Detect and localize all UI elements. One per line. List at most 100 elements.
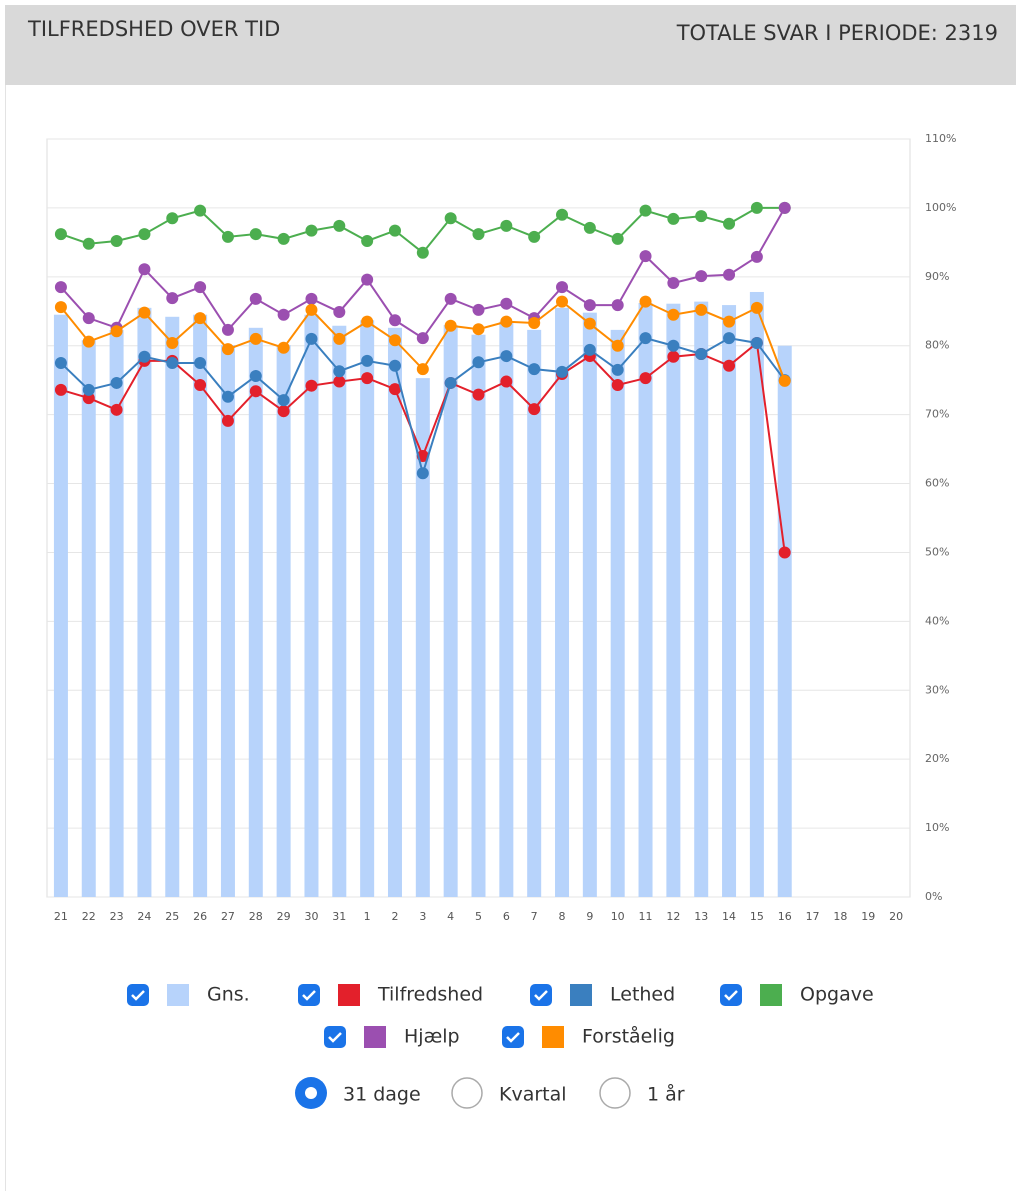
- point: [723, 332, 736, 345]
- point: [221, 343, 234, 356]
- legend-label: Tilfredshed: [377, 984, 483, 1006]
- point: [361, 315, 374, 328]
- point: [82, 237, 95, 250]
- radio-dot: [305, 1087, 317, 1099]
- point: [639, 295, 652, 308]
- point: [723, 217, 736, 230]
- bar: [193, 314, 208, 898]
- legend-item[interactable]: Forståelig: [502, 1025, 675, 1049]
- radio[interactable]: [451, 1077, 483, 1109]
- point: [138, 306, 151, 319]
- checkbox[interactable]: [530, 984, 552, 1006]
- point: [695, 303, 708, 316]
- point: [611, 379, 624, 392]
- point: [54, 301, 67, 314]
- point: [778, 201, 791, 214]
- bar: [694, 301, 709, 897]
- y-tick-label: 70%: [925, 408, 949, 421]
- point: [54, 356, 67, 369]
- bar: [165, 316, 180, 897]
- x-tick-label: 26: [193, 910, 207, 923]
- point: [249, 385, 262, 398]
- y-tick-label: 110%: [925, 132, 956, 145]
- x-tick-label: 21: [54, 910, 68, 923]
- legend-item[interactable]: Lethed: [530, 984, 675, 1007]
- bar: [415, 378, 430, 898]
- x-tick-label: 2: [391, 910, 398, 923]
- period-option[interactable]: 31 dage: [295, 1077, 421, 1109]
- point: [305, 303, 318, 316]
- point: [500, 350, 513, 363]
- period-option[interactable]: 1 år: [599, 1077, 685, 1109]
- radio-label: 1 år: [647, 1083, 685, 1106]
- bar: [53, 314, 68, 898]
- y-tick-label: 40%: [925, 614, 949, 627]
- point: [611, 299, 624, 312]
- radio[interactable]: [599, 1077, 631, 1109]
- point: [138, 350, 151, 363]
- point: [583, 299, 596, 312]
- point: [667, 308, 680, 321]
- point: [54, 281, 67, 294]
- point: [333, 219, 346, 232]
- bar: [499, 321, 514, 897]
- point: [639, 332, 652, 345]
- point: [333, 375, 346, 388]
- point: [416, 363, 429, 376]
- point: [556, 365, 569, 378]
- point: [333, 365, 346, 378]
- point: [556, 281, 569, 294]
- point: [305, 224, 318, 237]
- y-tick-label: 0%: [925, 890, 942, 903]
- legend-item[interactable]: Opgave: [720, 984, 874, 1007]
- point: [54, 383, 67, 396]
- checkmark: [534, 990, 548, 1001]
- point: [110, 234, 123, 247]
- checkbox[interactable]: [324, 1026, 346, 1048]
- bar: [527, 329, 542, 897]
- point: [472, 303, 485, 316]
- x-tick-label: 1: [364, 910, 371, 923]
- x-tick-label: 7: [531, 910, 538, 923]
- y-tick-label: 60%: [925, 477, 949, 490]
- point: [750, 250, 763, 263]
- period-option[interactable]: Kvartal: [451, 1077, 567, 1109]
- point: [249, 370, 262, 383]
- bar: [360, 320, 375, 897]
- x-tick-label: 4: [447, 910, 454, 923]
- point: [249, 228, 262, 241]
- x-tick-label: 9: [586, 910, 593, 923]
- point: [82, 335, 95, 348]
- bar: [555, 307, 570, 897]
- point: [667, 339, 680, 352]
- checkbox[interactable]: [298, 984, 320, 1006]
- checkbox[interactable]: [720, 984, 742, 1006]
- legend-label: Lethed: [610, 984, 675, 1006]
- legend-item[interactable]: Gns.: [127, 984, 250, 1007]
- point: [82, 392, 95, 405]
- bar: [248, 327, 263, 897]
- bar: [387, 327, 402, 897]
- point: [138, 263, 151, 276]
- x-tick-label: 24: [137, 910, 151, 923]
- point: [221, 323, 234, 336]
- point: [444, 212, 457, 225]
- x-tick-label: 30: [304, 910, 318, 923]
- point: [277, 394, 290, 407]
- point: [750, 336, 763, 349]
- point: [528, 316, 541, 329]
- x-tick-label: 18: [833, 910, 847, 923]
- legend-item[interactable]: Hjælp: [324, 1026, 460, 1049]
- legend-label: Gns.: [207, 984, 250, 1006]
- checkbox[interactable]: [127, 984, 149, 1006]
- point: [444, 319, 457, 332]
- point: [194, 356, 207, 369]
- x-tick-label: 31: [332, 910, 346, 923]
- point: [695, 347, 708, 360]
- point: [639, 204, 652, 217]
- checkbox[interactable]: [502, 1026, 524, 1048]
- legend-item[interactable]: Tilfredshed: [298, 984, 483, 1007]
- bar: [666, 303, 681, 897]
- point: [110, 403, 123, 416]
- bar: [722, 305, 737, 897]
